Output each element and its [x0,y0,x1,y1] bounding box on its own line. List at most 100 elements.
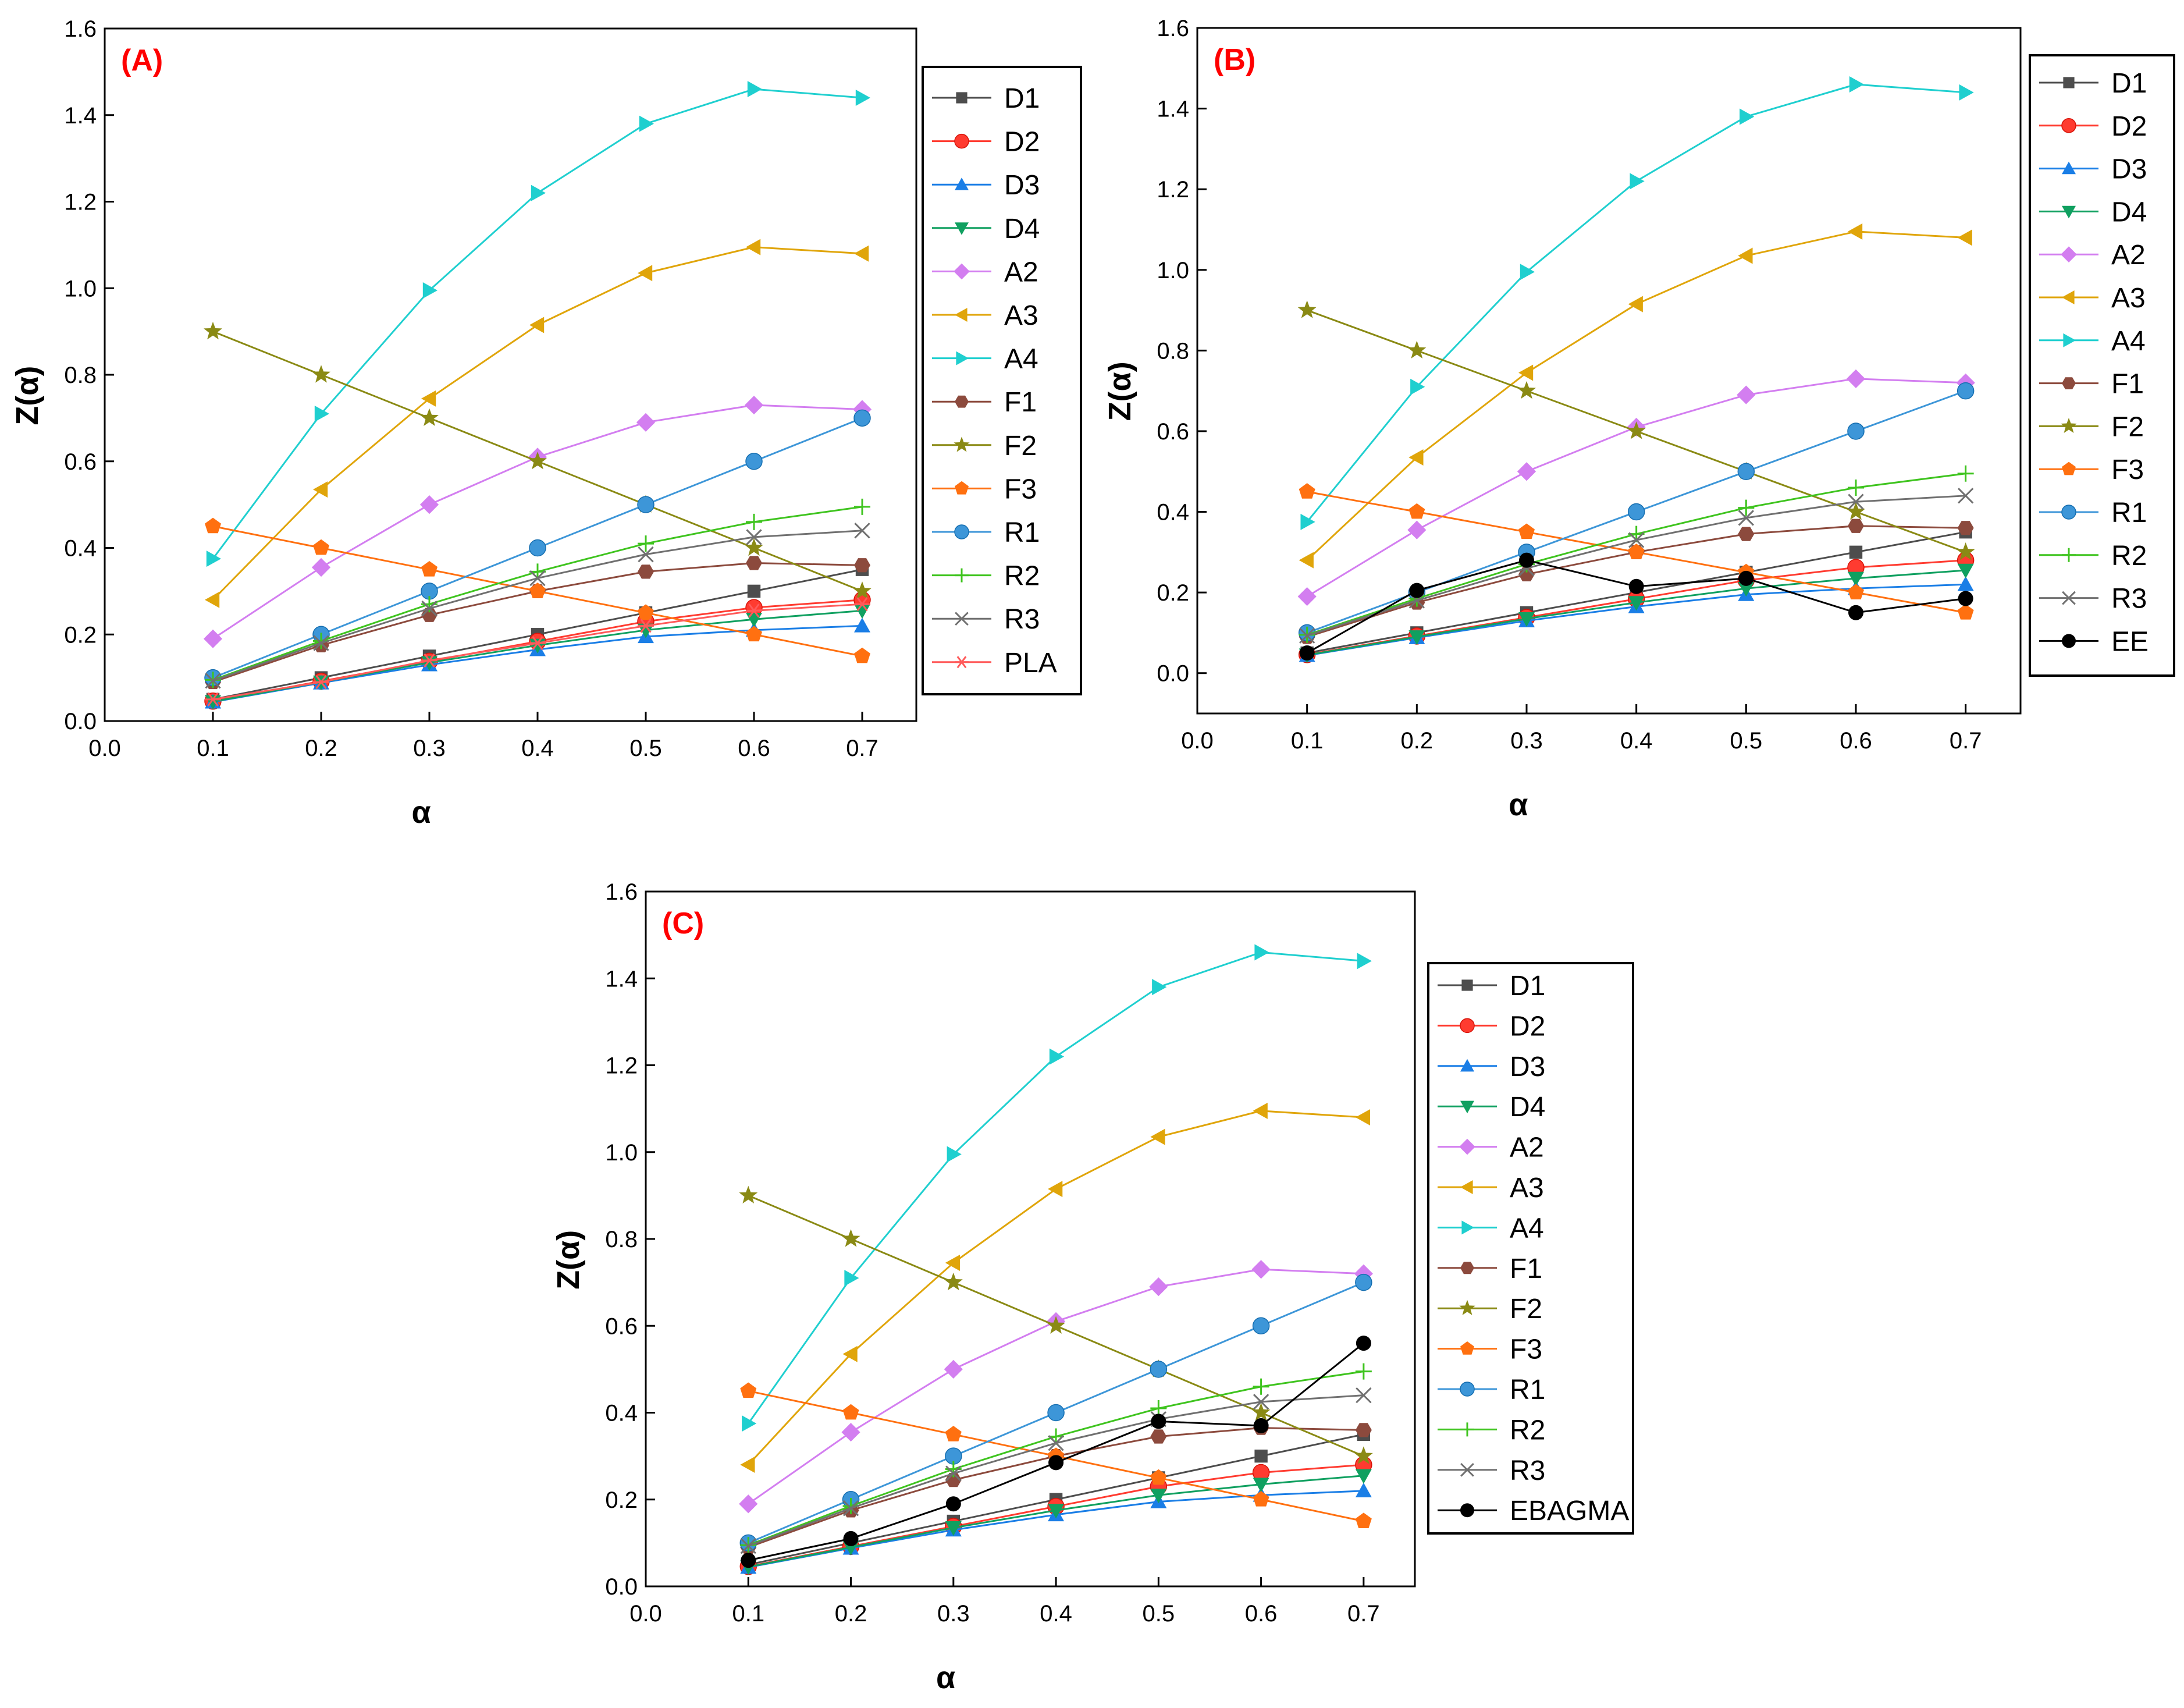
legend-marker [1460,1462,1474,1477]
series-ebagma [741,1336,1371,1568]
legend-item: F1 [932,387,1037,418]
legend-marker [2062,161,2076,175]
legend-item: D2 [2039,111,2147,142]
y-tick-label: 0.4 [1157,500,1189,525]
y-tick-label: 0.2 [64,622,97,648]
legend-label: D4 [1510,1092,1545,1123]
data-point [854,558,870,573]
data-point [313,674,329,690]
data-point [1518,612,1535,627]
data-point [1408,503,1425,519]
legend-marker [1460,1100,1474,1114]
legend-item: R2 [1438,1415,1545,1446]
legend: D1 D2 D3 D4 A2 A3 A4 F1 F2 F3 R1 R2 R3 PLA [922,66,1082,695]
data-point [945,1521,962,1536]
legend-item: F1 [1438,1254,1542,1284]
legend-item: R1 [932,517,1040,548]
data-point [1848,223,1863,240]
legend-marker [955,177,969,190]
legend-marker [2061,418,2077,434]
legend-item: F2 [1438,1294,1542,1325]
legend: D1 D2 D3 D4 A2 A3 A4 F1 F2 F3 R1 R2 R3 EBAGMA [1427,962,1634,1535]
data-point [1299,627,1315,644]
legend-label: A2 [2111,240,2146,271]
legend-item: R2 [932,561,1040,592]
legend-marker [2062,290,2075,304]
legend-item: F2 [932,431,1037,461]
legend-label: D1 [1004,83,1040,114]
legend-marker [955,481,969,495]
legend-marker [1460,1018,1475,1034]
x-tick-label: 0.6 [1245,1601,1278,1627]
data-point [1848,519,1864,533]
legend-label: D4 [2111,197,2147,228]
legend-marker [955,395,969,408]
data-point [1959,84,1974,101]
data-point [422,282,437,299]
legend-marker [955,656,969,669]
legend-item: EBAGMA [1438,1496,1629,1526]
series-line [748,1427,1364,1549]
data-point [1957,382,1975,400]
x-axis-title: α [411,795,431,830]
legend-label: D2 [2111,111,2147,142]
legend-item: A4 [2039,326,2146,357]
legend-marker [2063,77,2075,88]
legend-item: A4 [1438,1213,1544,1244]
legend-label: PLA [1004,648,1057,679]
data-point [638,535,654,552]
x-tick-label: 0.4 [521,736,554,761]
y-axis-title: Z(α) [1102,361,1137,421]
y-tick-label: 0.6 [605,1313,638,1339]
legend-marker [954,524,969,539]
series-line [1306,378,1966,598]
data-point [421,653,437,667]
data-point [1628,296,1643,313]
data-point [1518,364,1534,381]
data-point [1355,1363,1372,1380]
data-point [1520,264,1535,280]
data-point [746,603,762,618]
data-point [1300,513,1315,530]
data-point [528,451,547,470]
series-line [212,404,863,640]
x-tick-label: 0.0 [1181,728,1214,754]
series-a2 [1297,369,1975,606]
x-tick-label: 0.1 [1291,728,1324,754]
y-tick-label: 0.0 [1157,661,1189,687]
x-tick-label: 0.5 [1143,1601,1175,1627]
legend-marker [956,92,967,104]
data-point [947,1146,962,1163]
data-point [1150,1489,1167,1504]
data-point [1849,545,1863,559]
legend-item: R1 [2039,498,2147,528]
legend-marker [1460,1059,1474,1072]
data-point [1957,604,1974,620]
legend-marker [2062,591,2076,605]
data-point [1150,1400,1167,1417]
legend-item: A3 [1438,1173,1544,1203]
data-point [747,584,761,598]
legend-marker [2063,333,2076,347]
legend-frame [922,66,1082,695]
data-point [1253,1491,1269,1507]
data-point [1407,520,1427,539]
legend-label: R1 [1510,1375,1545,1405]
data-point [638,604,654,620]
data-point [1518,567,1535,582]
legend-item: D2 [1438,1011,1545,1042]
data-point [1628,544,1645,559]
series-a3 [740,1102,1371,1473]
y-tick-label: 0.4 [64,536,97,562]
legend-label: D1 [2111,68,2147,99]
legend-label: D4 [1004,214,1040,244]
data-point [1627,503,1645,521]
data-point [843,1531,859,1546]
legend-label: A2 [1004,257,1038,287]
data-point [420,408,439,426]
legend-marker [1461,1220,1474,1235]
data-point [1848,605,1863,620]
y-tick-label: 1.2 [605,1053,638,1079]
data-point [205,692,221,706]
legend-marker [1459,1138,1475,1155]
